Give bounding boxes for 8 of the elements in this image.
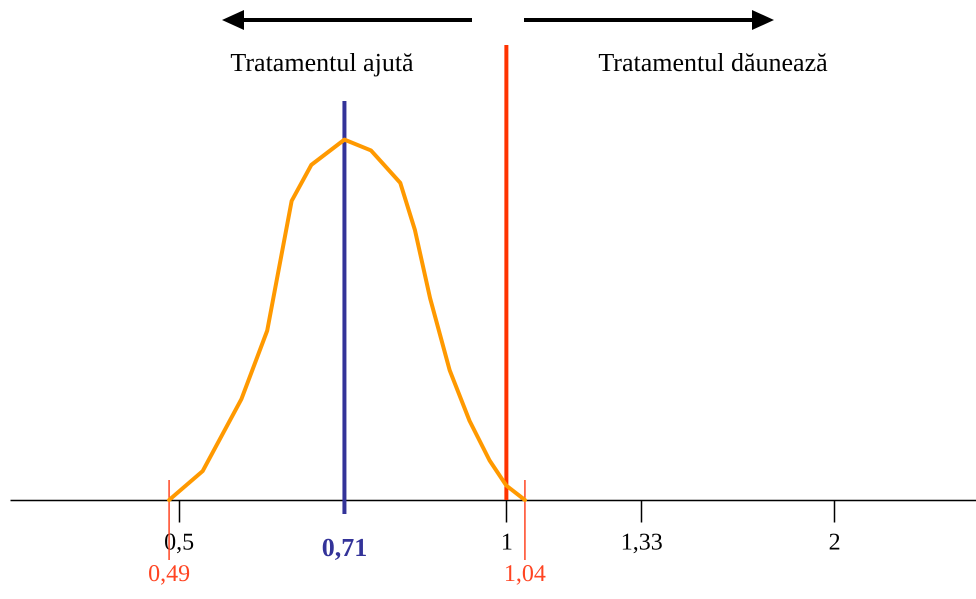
x-tick-label: 1,33 [620, 530, 663, 556]
text: Tratamentul ajută [230, 48, 414, 78]
x-tick-label: 2 [828, 530, 841, 556]
ref-line-label: 0,49 [148, 561, 190, 587]
text: Tratamentul dăunează [598, 48, 828, 78]
x-tick-label: 1 [500, 530, 513, 556]
ref-line-label: 0,71 [322, 533, 368, 562]
ref-line-label: 1,04 [504, 561, 546, 587]
